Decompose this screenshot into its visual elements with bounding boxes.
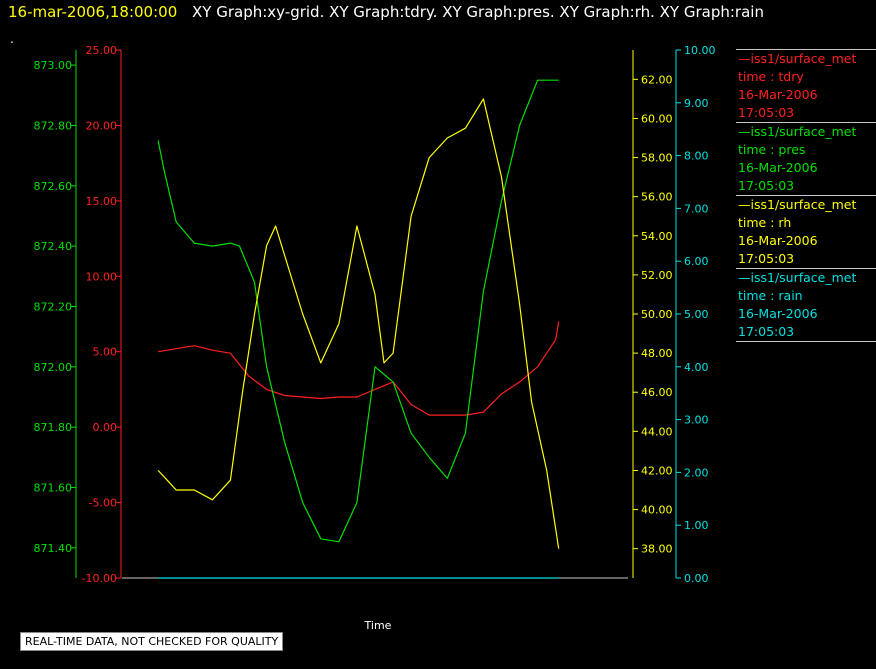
y-tick-label-tdry: -5.00 [89, 497, 117, 510]
legend-entry-rain: —iss1/surface_met time : rain 16-Mar-200… [736, 268, 876, 342]
legend-time: 17:05:03 [738, 251, 795, 266]
y-tick-label-rain: 10.00 [684, 44, 716, 57]
title-timestamp: 16-mar-2006,18:00:00 [8, 3, 178, 21]
y-tick-label-rh: 62.00 [641, 73, 673, 86]
y-tick-label-tdry: -10.00 [82, 572, 117, 585]
y-tick-label-rh: 56.00 [641, 191, 673, 204]
y-tick-label-tdry: 15.00 [86, 195, 118, 208]
y-tick-label-rh: 44.00 [641, 425, 673, 438]
title-bar: 16-mar-2006,18:00:00 XY Graph:xy-grid. X… [8, 3, 764, 21]
y-tick-label-pres: 871.40 [34, 542, 73, 555]
legend-variable: time : rh [738, 215, 792, 230]
y-tick-label-rh: 48.00 [641, 347, 673, 360]
legend-entry-tdry: —iss1/surface_met time : tdry 16-Mar-200… [736, 49, 876, 122]
y-tick-label-rain: 9.00 [684, 97, 709, 110]
legend-time: 17:05:03 [738, 178, 795, 193]
y-tick-label-tdry: 5.00 [93, 346, 118, 359]
y-tick-label-tdry: 20.00 [86, 119, 118, 132]
legend-variable: time : pres [738, 142, 806, 157]
series-line-tdry [158, 321, 560, 416]
quality-warning-label: REAL-TIME DATA, NOT CHECKED FOR QUALITY [20, 632, 284, 651]
y-tick-label-rain: 0.00 [684, 572, 709, 585]
legend: —iss1/surface_met time : tdry 16-Mar-200… [736, 49, 876, 342]
y-tick-label-rh: 58.00 [641, 152, 673, 165]
y-tick-label-pres: 871.80 [34, 421, 73, 434]
legend-date: 16-Mar-2006 [738, 87, 818, 102]
legend-line-label: —iss1/surface_met [738, 197, 857, 212]
y-tick-label-rh: 54.00 [641, 230, 673, 243]
y-tick-label-rh: 38.00 [641, 543, 673, 556]
y-tick-label-rh: 46.00 [641, 386, 673, 399]
legend-entry-pres: —iss1/surface_met time : pres 16-Mar-200… [736, 122, 876, 195]
series-lines [157, 79, 560, 579]
legend-line-label: —iss1/surface_met [738, 270, 857, 285]
legend-variable: time : rain [738, 288, 803, 303]
y-tick-label-rh: 52.00 [641, 269, 673, 282]
y-tick-label-rain: 6.00 [684, 255, 709, 268]
y-tick-label-tdry: 10.00 [86, 270, 118, 283]
y-tick-label-pres: 871.60 [34, 481, 73, 494]
legend-date: 16-Mar-2006 [738, 306, 818, 321]
y-tick-label-pres: 872.60 [34, 180, 73, 193]
y-tick-label-pres: 872.40 [34, 240, 73, 253]
series-line-pres [157, 79, 559, 543]
y-tick-label-tdry: 25.00 [86, 44, 118, 57]
legend-date: 16-Mar-2006 [738, 160, 818, 175]
y-tick-label-rain: 8.00 [684, 150, 709, 163]
y-tick-label-rh: 60.00 [641, 112, 673, 125]
y-tick-label-rain: 5.00 [684, 308, 709, 321]
legend-date: 16-Mar-2006 [738, 233, 818, 248]
y-tick-label-pres: 873.00 [34, 59, 73, 72]
y-tick-label-rain: 4.00 [684, 361, 709, 374]
y-tick-label-rain: 2.00 [684, 466, 709, 479]
legend-time: 17:05:03 [738, 105, 795, 120]
x-axis-label: Time [364, 619, 392, 632]
legend-time: 17:05:03 [738, 324, 795, 339]
y-tick-label-pres: 872.20 [34, 300, 73, 313]
title-dot: . [10, 32, 14, 46]
y-tick-label-rain: 7.00 [684, 202, 709, 215]
y-tick-label-pres: 872.80 [34, 119, 73, 132]
legend-entry-rh: —iss1/surface_met time : rh 16-Mar-2006 … [736, 195, 876, 268]
y-tick-label-rh: 40.00 [641, 504, 673, 517]
legend-line-label: —iss1/surface_met [738, 51, 857, 66]
y-tick-label-tdry: 0.00 [93, 421, 118, 434]
y-tick-label-rh: 50.00 [641, 308, 673, 321]
legend-line-label: —iss1/surface_met [738, 124, 857, 139]
series-line-rh [157, 98, 560, 549]
axes: -10.00 -5.00 0.00 5.00 10.00 15.00 20.00 25.00 8… [34, 44, 716, 585]
title-graph-list: XY Graph:xy-grid. XY Graph:tdry. XY Grap… [192, 3, 764, 21]
y-tick-label-rain: 3.00 [684, 414, 709, 427]
legend-variable: time : tdry [738, 69, 804, 84]
y-tick-label-pres: 872.00 [34, 361, 73, 374]
y-tick-label-rh: 42.00 [641, 464, 673, 477]
y-tick-label-rain: 1.00 [684, 519, 709, 532]
